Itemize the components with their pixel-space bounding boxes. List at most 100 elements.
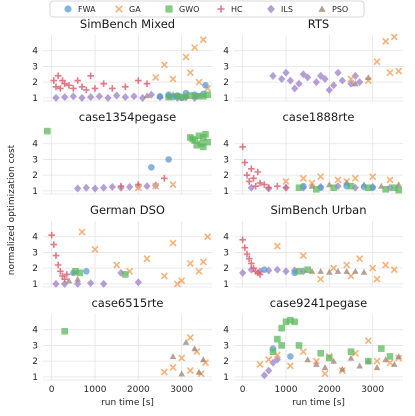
data-point-pso xyxy=(347,354,355,361)
y-tick-label: 3 xyxy=(223,62,229,72)
panel-simbench-urban: SimBench Urban 1 2 3 4 xyxy=(223,203,403,290)
data-point-hc xyxy=(74,77,81,84)
data-point-ga xyxy=(178,354,186,362)
data-point-ils xyxy=(69,92,77,101)
legend-marker-pso xyxy=(318,5,326,12)
data-point-pso xyxy=(352,267,359,274)
data-point-hc xyxy=(61,275,68,283)
data-point-ga xyxy=(386,176,394,184)
data-point-ga xyxy=(186,69,194,77)
data-point-ils xyxy=(338,76,346,85)
panel-case1888rte: case1888rte 1 2 3 4 xyxy=(223,110,403,197)
data-point-hc xyxy=(54,261,62,269)
y-tick-label: 2 xyxy=(223,171,229,181)
data-point-fwa xyxy=(148,163,155,171)
data-point-ils xyxy=(317,71,325,80)
y-tick-label: 2 xyxy=(32,264,38,274)
data-point-ga xyxy=(160,368,168,376)
data-point-ga xyxy=(369,173,377,181)
data-point-ga xyxy=(195,267,203,275)
data-point-ils xyxy=(334,182,342,191)
data-point-gwo xyxy=(295,267,303,275)
data-point-ga xyxy=(186,259,194,267)
data-point-ga xyxy=(386,69,394,77)
data-point-gwo xyxy=(330,184,337,192)
data-point-ils xyxy=(265,366,273,375)
data-point-gwo xyxy=(295,184,303,192)
data-point-hc xyxy=(54,72,62,80)
x-axis-label: run time [s] xyxy=(101,398,154,408)
data-point-ils xyxy=(100,279,108,288)
data-point-ga xyxy=(143,255,151,263)
data-point-hc xyxy=(52,83,60,91)
legend-marker-ga xyxy=(115,5,123,13)
data-point-ga xyxy=(330,264,338,272)
data-point-gwo xyxy=(295,342,303,349)
y-tick-label: 1 xyxy=(32,280,38,290)
panel-title: RTS xyxy=(308,17,329,31)
y-tick-label: 1 xyxy=(223,187,229,197)
data-point-gwo xyxy=(200,143,207,151)
data-point-ga xyxy=(299,174,307,182)
y-tick-label: 1 xyxy=(223,94,229,104)
data-point-hc xyxy=(57,267,64,275)
data-point-gwo xyxy=(193,141,201,149)
y-tick-label: 3 xyxy=(32,155,38,165)
data-point-hc xyxy=(135,77,142,84)
data-point-hc xyxy=(50,77,58,84)
data-point-pso xyxy=(169,353,177,360)
data-point-hc xyxy=(248,260,255,267)
panel-title: case1354pegase xyxy=(79,110,177,124)
data-point-ga xyxy=(299,348,307,356)
data-point-ils xyxy=(356,78,364,87)
legend-marker-ils xyxy=(267,4,275,14)
data-point-pso xyxy=(182,338,190,345)
data-point-ga xyxy=(169,239,177,247)
data-point-ga xyxy=(282,177,290,185)
data-point-gwo xyxy=(317,349,324,357)
data-point-ils xyxy=(108,182,116,191)
data-point-gwo xyxy=(204,138,211,146)
data-point-hc xyxy=(274,182,281,190)
data-point-ga xyxy=(343,261,351,269)
data-point-ga xyxy=(152,73,160,81)
data-point-ga xyxy=(334,176,342,184)
data-point-ga xyxy=(321,370,329,378)
data-point-ils xyxy=(52,279,60,288)
y-tick-label: 4 xyxy=(32,47,38,57)
data-point-ga xyxy=(299,252,307,260)
data-point-gwo xyxy=(44,127,51,135)
data-point-ils xyxy=(87,93,95,102)
data-point-pso xyxy=(313,360,320,367)
y-axis-label: normalized optimization cost xyxy=(7,144,17,275)
data-point-gwo xyxy=(174,92,181,100)
data-point-hc xyxy=(243,171,251,179)
x-tick-label: 3000 xyxy=(361,385,384,395)
data-point-gwo xyxy=(278,342,285,349)
data-point-hc xyxy=(282,184,290,192)
legend-label-hc: HC xyxy=(231,5,243,14)
data-point-ga xyxy=(364,337,372,345)
data-point-ils xyxy=(299,70,307,79)
data-point-ga xyxy=(204,233,212,241)
data-point-ils xyxy=(61,279,69,288)
data-point-ils xyxy=(87,279,95,288)
data-point-hc xyxy=(241,244,249,252)
data-point-pso xyxy=(326,268,333,275)
data-point-hc xyxy=(109,85,116,92)
y-tick-label: 2 xyxy=(223,357,229,367)
data-point-ils xyxy=(291,84,299,93)
data-point-ga xyxy=(173,280,181,288)
data-point-ga xyxy=(369,264,377,272)
panel-title: SimBench Mixed xyxy=(80,17,175,31)
data-point-ga xyxy=(182,53,190,61)
data-point-hc xyxy=(57,85,64,92)
data-point-ga xyxy=(395,67,403,75)
plot-area xyxy=(234,314,403,380)
legend-label-fwa: FWA xyxy=(78,5,96,14)
x-tick-label: 0 xyxy=(240,385,246,395)
data-point-pso xyxy=(178,370,185,377)
data-point-ils xyxy=(351,71,359,80)
data-point-hc xyxy=(100,80,107,88)
data-point-pso xyxy=(391,360,398,367)
